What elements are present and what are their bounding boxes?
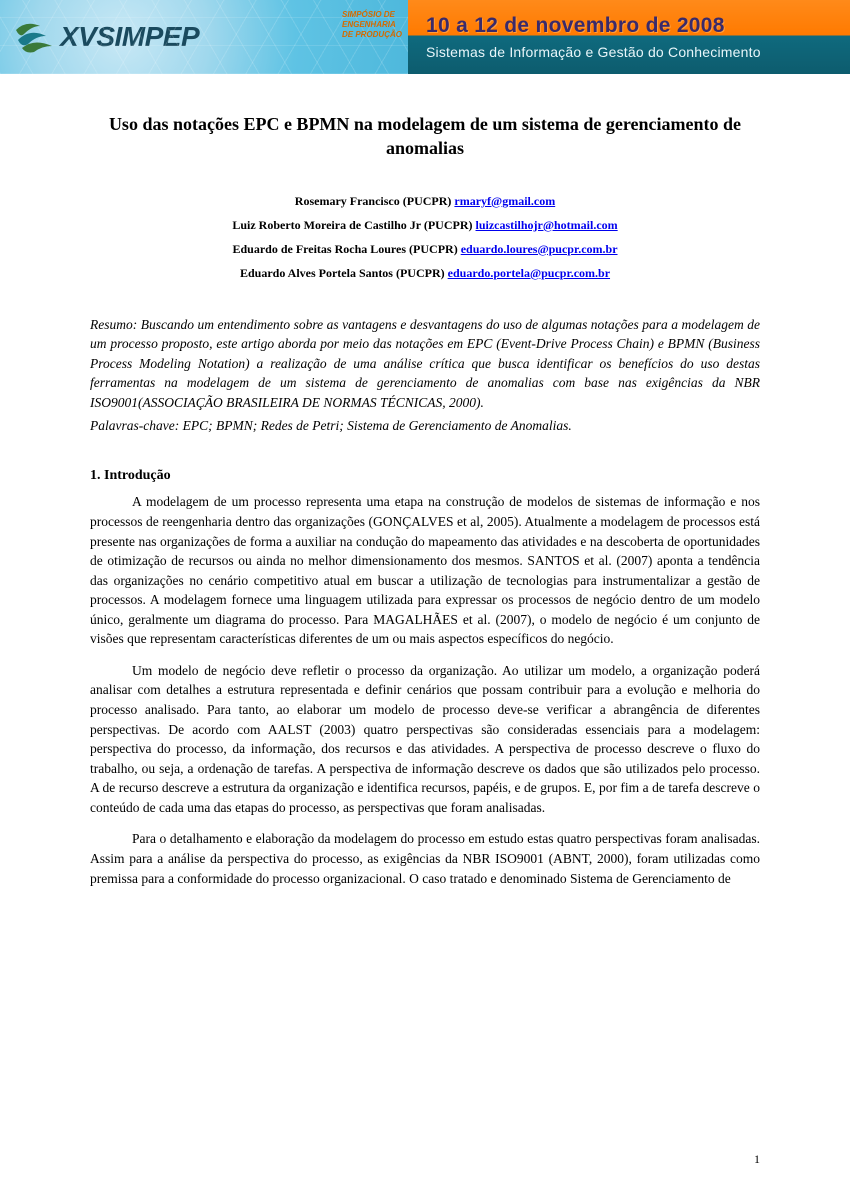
author-name: Luiz Roberto Moreira de Castilho Jr (PUC…: [232, 218, 475, 232]
keywords: Palavras-chave: EPC; BPMN; Redes de Petr…: [90, 418, 760, 434]
simpep-logo-icon: [12, 18, 56, 54]
simpep-wordmark: XVSIMPEP: [60, 21, 199, 53]
header-banner: XVSIMPEP SIMPÓSIO DE ENGENHARIA DE PRODU…: [0, 0, 850, 74]
banner-left: XVSIMPEP SIMPÓSIO DE ENGENHARIA DE PRODU…: [0, 0, 408, 74]
keywords-text: EPC; BPMN; Redes de Petri; Sistema de Ge…: [183, 418, 572, 433]
abstract-text: Buscando um entendimento sobre as vantag…: [90, 317, 760, 410]
body-paragraph: Para o detalhamento e elaboração da mode…: [90, 829, 760, 888]
event-date: 10 a 12 de novembro de 2008: [426, 14, 836, 38]
page: XVSIMPEP SIMPÓSIO DE ENGENHARIA DE PRODU…: [0, 0, 850, 1203]
simposio-line-2: ENGENHARIA: [342, 20, 402, 30]
simposio-line-1: SIMPÓSIO DE: [342, 10, 402, 20]
author-email-link[interactable]: eduardo.portela@pucpr.com.br: [448, 266, 610, 280]
author-email-link[interactable]: eduardo.loures@pucpr.com.br: [461, 242, 618, 256]
simposio-line-3: DE PRODUÇÃO: [342, 30, 402, 40]
paper-content: Uso das notações EPC e BPMN na modelagem…: [0, 74, 850, 888]
author-name: Rosemary Francisco (PUCPR): [295, 194, 455, 208]
author-email-link[interactable]: rmaryf@gmail.com: [454, 194, 555, 208]
page-number: 1: [754, 1152, 760, 1167]
event-theme: Sistemas de Informação e Gestão do Conhe…: [426, 44, 836, 60]
authors-block: Rosemary Francisco (PUCPR) rmaryf@gmail.…: [90, 189, 760, 285]
abstract: Resumo: Buscando um entendimento sobre a…: [90, 315, 760, 413]
keywords-label: Palavras-chave:: [90, 418, 183, 433]
abstract-label: Resumo:: [90, 317, 141, 332]
section-heading: 1. Introdução: [90, 468, 760, 484]
author-line: Eduardo Alves Portela Santos (PUCPR) edu…: [90, 261, 760, 285]
author-line: Eduardo de Freitas Rocha Loures (PUCPR) …: [90, 237, 760, 261]
body-paragraph: Um modelo de negócio deve refletir o pro…: [90, 661, 760, 818]
paper-title: Uso das notações EPC e BPMN na modelagem…: [90, 112, 760, 161]
banner-right: 10 a 12 de novembro de 2008 Sistemas de …: [408, 0, 850, 74]
body-paragraph: A modelagem de um processo representa um…: [90, 492, 760, 649]
author-line: Luiz Roberto Moreira de Castilho Jr (PUC…: [90, 213, 760, 237]
author-name: Eduardo Alves Portela Santos (PUCPR): [240, 266, 448, 280]
author-name: Eduardo de Freitas Rocha Loures (PUCPR): [232, 242, 460, 256]
author-email-link[interactable]: luizcastilhojr@hotmail.com: [476, 218, 618, 232]
author-line: Rosemary Francisco (PUCPR) rmaryf@gmail.…: [90, 189, 760, 213]
simposio-subtitle: SIMPÓSIO DE ENGENHARIA DE PRODUÇÃO: [342, 10, 402, 40]
